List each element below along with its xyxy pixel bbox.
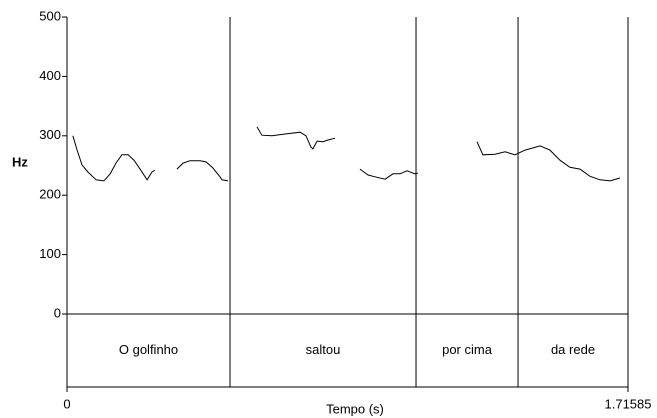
y-tick-label: 400 [39,68,61,83]
y-tick-label: 0 [54,305,61,320]
y-tick-label: 300 [39,127,61,142]
x-tick-label: 1.71585 [605,396,652,411]
word-label: da rede [551,342,595,357]
y-axis-label: Hz [12,154,28,169]
y-tick-label: 100 [39,246,61,261]
x-tick-label: 0 [63,396,70,411]
pitch-contour [72,126,621,182]
word-label: O golfinho [119,342,178,357]
y-tick-label: 500 [39,8,61,23]
word-label: saltou [306,342,341,357]
y-tick-label: 200 [39,187,61,202]
x-axis-label: Tempo (s) [326,401,384,416]
word-label: por cima [442,342,493,357]
